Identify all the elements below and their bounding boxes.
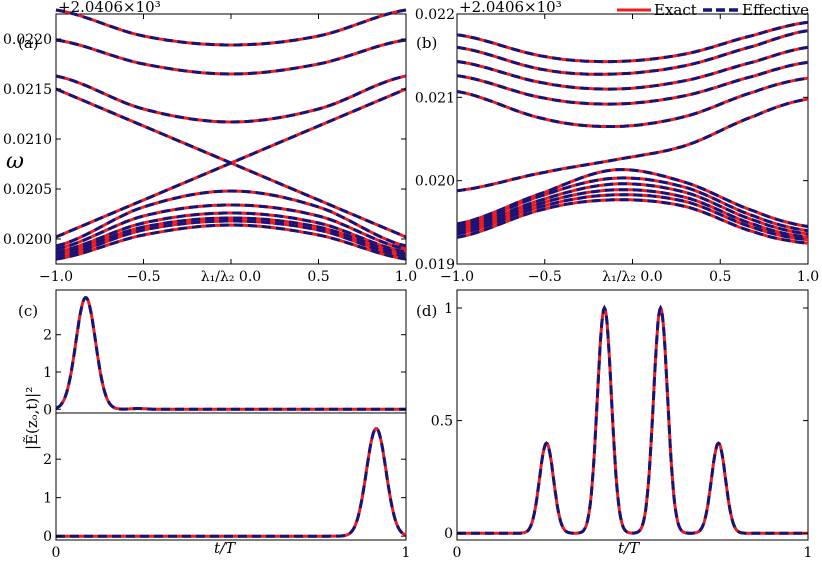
panel-c-xlabel: t/T bbox=[214, 539, 236, 557]
panel-a-series-8-effective bbox=[55, 216, 407, 256]
panel-d-ytick-label: 1 bbox=[444, 301, 453, 317]
panel-b-xtick-label: 0.5 bbox=[709, 269, 731, 285]
panel-a-ytick-label: 0.0215 bbox=[3, 82, 52, 98]
panel-b-label: (b) bbox=[416, 34, 437, 52]
panel-c-bottom-curve-exact bbox=[56, 427, 407, 538]
legend-exact-label: Exact bbox=[654, 1, 697, 19]
panel-c-ylabel: |Ẽ(zₒ,t)|² bbox=[23, 387, 41, 450]
panel-a-series-5-effective bbox=[55, 189, 407, 248]
panel-d: 0 1 0 0.5 1 (d) t/T bbox=[416, 289, 813, 561]
panel-c-top-ytick-label: 2 bbox=[43, 328, 52, 344]
panel-a-series-6-effective bbox=[55, 203, 407, 251]
panel-a-ylabel: ω bbox=[6, 149, 24, 174]
panel-a: −1.0 −0.5 λ₁/λ₂ 0.0 0.5 1.0 0.0200 0.0205 0.021… bbox=[3, 0, 417, 285]
panel-b-series-6-effective bbox=[456, 168, 809, 228]
panel-b-ytick-label: 0.022 bbox=[415, 7, 455, 23]
panel-c-top-frame bbox=[55, 289, 407, 414]
panel-d-ticks: 0 1 0 0.5 1 bbox=[431, 290, 813, 561]
panel-a-xtick-label: λ₁/λ₂ 0.0 bbox=[201, 269, 261, 285]
panel-b-xtick-label: 1.0 bbox=[797, 269, 819, 285]
panel-b-series-1-effective bbox=[456, 29, 809, 76]
panel-b-series-9-effective bbox=[456, 188, 809, 239]
panel-b-ytick-label: 0.019 bbox=[415, 257, 455, 273]
panel-b-xtick-label: −1.0 bbox=[440, 269, 474, 285]
panel-a-ytick-label: 0.0200 bbox=[3, 232, 52, 248]
panel-b-series-10-effective bbox=[456, 193, 809, 242]
panel-b-ticks: −1.0 −0.5 λ₁/λ₂ 0.0 0.5 1.0 0.019 0.020 0.021 0.… bbox=[415, 7, 819, 285]
legend: Exact Effective bbox=[617, 1, 809, 19]
panel-b-series-0-effective bbox=[456, 20, 809, 64]
panel-d-label: (d) bbox=[416, 302, 437, 320]
panel-b-series-5-effective bbox=[456, 97, 809, 193]
panel-b-xtick-label: λ₁/λ₂ 0.0 bbox=[602, 269, 662, 285]
panel-a-series-4-effective bbox=[55, 87, 407, 239]
panel-a-xtick-label: −1.0 bbox=[39, 269, 73, 285]
panel-b-series-7-effective bbox=[456, 176, 809, 233]
panel-a-ytick-label: 0.0210 bbox=[3, 132, 52, 148]
panel-b-series-3-exact bbox=[456, 60, 809, 106]
panel-c: 0 1 2 0 1 0 1 2 (c) |Ẽ(zₒ,t)|² t/T bbox=[18, 289, 411, 561]
panel-c-bottom-frame bbox=[55, 412, 407, 541]
panel-b-offset-text: +2.0406×10³ bbox=[459, 0, 562, 16]
panel-b-series-11-effective bbox=[456, 198, 809, 245]
panel-c-ticks: 0 1 2 0 1 0 1 2 bbox=[43, 328, 411, 561]
panel-b: −1.0 −0.5 λ₁/λ₂ 0.0 0.5 1.0 0.019 0.020 0.021 0.… bbox=[415, 0, 819, 285]
panel-a-series-7-effective bbox=[55, 211, 407, 254]
panel-c-top-ytick-label: 0 bbox=[43, 402, 52, 418]
panel-a-lines bbox=[55, 8, 407, 261]
panel-b-series-9-exact bbox=[456, 188, 809, 239]
panel-c-top-curve-exact bbox=[55, 296, 406, 411]
panel-c-bottom-xtick-label: 0 bbox=[52, 545, 61, 557]
panel-b-series-2-effective bbox=[456, 45, 809, 91]
panel-a-series-0-effective bbox=[55, 8, 407, 47]
panel-d-curve-exact bbox=[457, 304, 808, 535]
panel-c-bottom-xtick-label: 1 bbox=[402, 545, 411, 557]
panel-b-lines bbox=[456, 20, 809, 245]
panel-b-series-1-exact bbox=[456, 29, 809, 76]
panel-a-xtick-label: −0.5 bbox=[127, 269, 161, 285]
panel-b-ytick-label: 0.021 bbox=[415, 90, 455, 106]
panel-a-label: (a) bbox=[18, 34, 39, 52]
panel-d-frame bbox=[456, 289, 809, 541]
panel-a-series-9-effective bbox=[55, 219, 407, 259]
panel-b-xtick-label: −0.5 bbox=[528, 269, 562, 285]
panel-b-series-4-effective bbox=[456, 76, 809, 128]
panel-a-series-2-effective bbox=[55, 74, 407, 124]
panel-a-series-10-effective bbox=[55, 223, 407, 261]
panel-c-top-curve-effective bbox=[55, 296, 406, 411]
panel-a-offset-text: +2.0406×10³ bbox=[58, 0, 161, 16]
panel-c-bottom-curve-effective bbox=[56, 427, 407, 538]
panel-a-ticks: −1.0 −0.5 λ₁/λ₂ 0.0 0.5 1.0 0.0200 0.0205 0.021… bbox=[3, 14, 417, 285]
panel-b-series-0-exact bbox=[456, 20, 809, 64]
panel-a-xtick-label: 1.0 bbox=[395, 269, 417, 285]
panel-d-curve-effective bbox=[457, 304, 808, 535]
panel-b-series-8-effective bbox=[456, 182, 809, 236]
panel-a-xtick-label: 0.5 bbox=[307, 269, 329, 285]
panel-b-series-2-exact bbox=[456, 45, 809, 91]
panel-a-series-1-effective bbox=[55, 38, 407, 76]
panel-d-xtick-label: 0 bbox=[453, 545, 462, 557]
legend-effective-label: Effective bbox=[742, 1, 809, 19]
panel-b-frame bbox=[456, 13, 809, 265]
panel-a-series-2-exact bbox=[55, 74, 407, 124]
panel-d-lines bbox=[457, 304, 808, 535]
panel-b-series-3-effective bbox=[456, 60, 809, 106]
panel-c-bottom-ytick-label: 2 bbox=[43, 452, 52, 468]
panel-a-ytick-label: 0.0220 bbox=[3, 32, 52, 48]
panel-c-lines bbox=[55, 296, 407, 538]
panel-c-bottom-ytick-label: 0 bbox=[43, 529, 52, 545]
panel-a-ytick-label: 0.0205 bbox=[3, 182, 52, 198]
panel-d-ytick-label: 0 bbox=[444, 526, 453, 542]
panel-d-xtick-label: 1 bbox=[804, 545, 813, 557]
panel-c-label: (c) bbox=[18, 302, 38, 320]
panel-d-xlabel: t/T bbox=[618, 539, 640, 557]
panel-b-ytick-label: 0.020 bbox=[415, 174, 455, 190]
panel-c-bottom-ytick-label: 1 bbox=[43, 491, 52, 507]
panel-c-top-ytick-label: 1 bbox=[43, 365, 52, 381]
panel-d-ytick-label: 0.5 bbox=[431, 414, 453, 430]
